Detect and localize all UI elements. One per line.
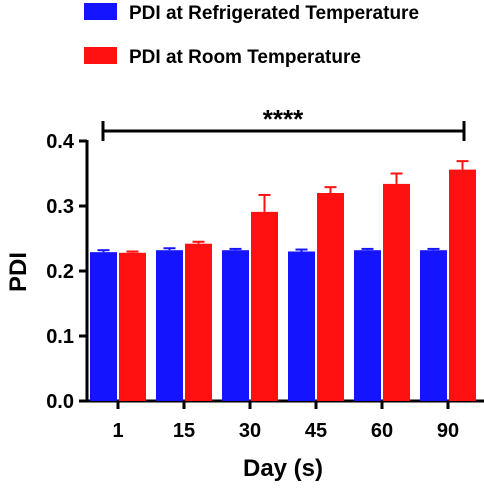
x-tick-label: 30 (239, 420, 261, 442)
y-axis-title: PDI (5, 252, 32, 292)
legend-swatch-room (84, 47, 117, 64)
bar (420, 250, 447, 401)
plot-area: 0.0 0.1 0.2 0.3 0.4 1 15 30 45 60 90 (46, 131, 484, 442)
y-tick-label: 0.4 (46, 131, 75, 153)
x-tick-label: 1 (112, 420, 123, 442)
x-tick-label: 45 (305, 420, 327, 442)
significance-label: **** (263, 104, 304, 134)
bar (222, 250, 249, 401)
y-tick-label: 0.2 (46, 261, 74, 283)
legend-swatch-refrigerated (84, 3, 117, 20)
y-tick-label: 0.3 (46, 196, 74, 218)
bar (449, 169, 476, 401)
x-tick-label: 60 (371, 420, 393, 442)
y-tick-label: 0.1 (46, 326, 74, 348)
bar (354, 250, 381, 401)
bar (251, 211, 278, 401)
bar (317, 193, 344, 401)
significance-bracket: **** (101, 104, 466, 141)
bar (288, 251, 315, 401)
legend: PDI at Refrigerated Temperature PDI at R… (84, 3, 419, 68)
y-tick-label: 0.0 (46, 391, 74, 413)
bar (90, 252, 117, 401)
x-tick-label: 90 (437, 420, 459, 442)
bar (185, 243, 212, 401)
x-tick-label: 15 (173, 420, 195, 442)
legend-label-refrigerated: PDI at Refrigerated Temperature (129, 3, 419, 24)
legend-label-room: PDI at Room Temperature (129, 47, 361, 68)
x-axis-title: Day (s) (243, 455, 323, 482)
bar (119, 252, 146, 401)
bar (156, 250, 183, 401)
bar (383, 183, 410, 401)
